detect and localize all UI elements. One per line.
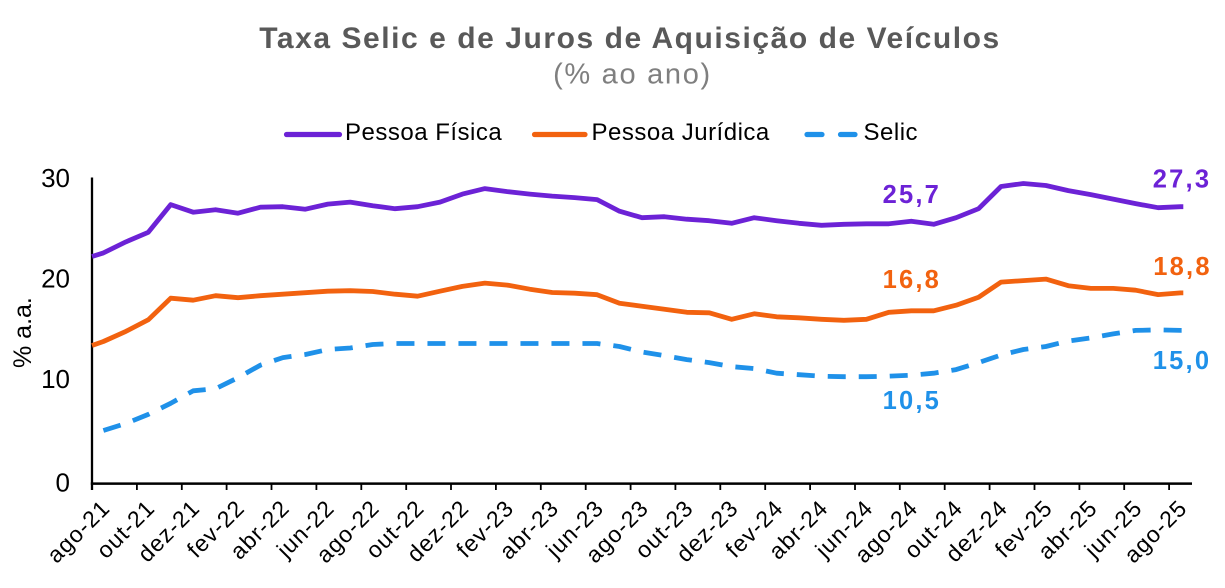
svg-text:Selic: Selic	[864, 119, 919, 146]
svg-text:20: 20	[41, 264, 70, 294]
svg-text:0: 0	[56, 467, 70, 497]
svg-text:30: 30	[41, 163, 70, 193]
svg-text:15,0: 15,0	[1153, 347, 1211, 375]
svg-text:27,3: 27,3	[1153, 166, 1211, 194]
svg-text:10: 10	[41, 364, 70, 394]
svg-text:16,8: 16,8	[883, 266, 941, 294]
svg-text:Taxa Selic e de Juros de Aquis: Taxa Selic e de Juros de Aquisição de Ve…	[259, 22, 1001, 55]
svg-text:(% ao ano): (% ao ano)	[553, 59, 712, 91]
svg-text:Pessoa Jurídica: Pessoa Jurídica	[592, 119, 770, 146]
svg-text:% a.a.: % a.a.	[9, 297, 37, 368]
svg-text:Pessoa Física: Pessoa Física	[345, 119, 502, 146]
svg-text:18,8: 18,8	[1153, 253, 1211, 281]
svg-text:10,5: 10,5	[883, 387, 941, 415]
svg-text:25,7: 25,7	[883, 181, 941, 209]
